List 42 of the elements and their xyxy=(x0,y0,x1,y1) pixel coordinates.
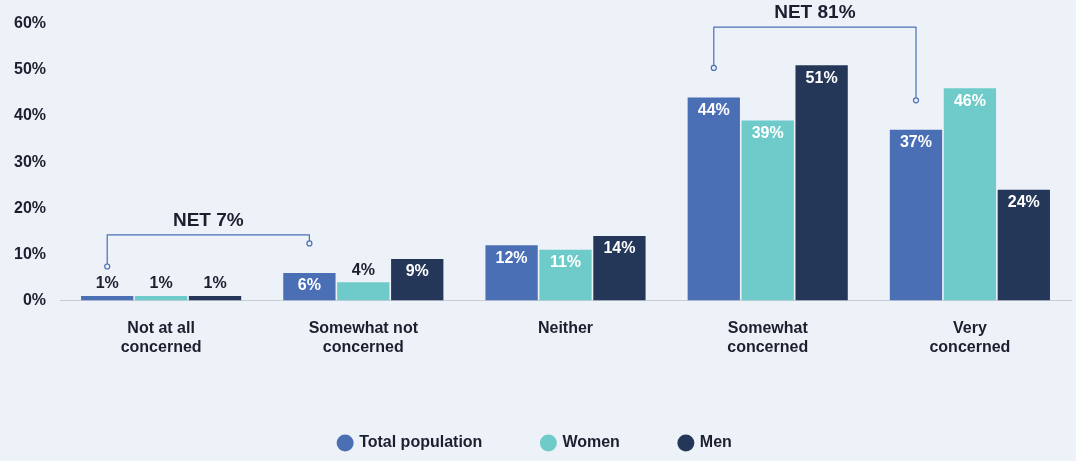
x-tick-label: Somewhat concerned xyxy=(727,318,809,355)
y-tick-label: 40% xyxy=(13,106,47,124)
x-tick-label: Somewhat not concerned xyxy=(308,318,419,355)
bar xyxy=(687,97,740,301)
data-label: 51% xyxy=(805,68,838,86)
data-label: 44% xyxy=(697,100,730,118)
bar xyxy=(889,129,943,301)
annotation: NET 7% xyxy=(172,208,244,230)
bar xyxy=(741,120,794,301)
data-label: 1% xyxy=(203,274,227,292)
data-label: 4% xyxy=(351,260,375,278)
bar xyxy=(485,245,538,301)
bar xyxy=(539,249,592,301)
data-label: 37% xyxy=(899,133,932,151)
legend-label: Men xyxy=(699,433,732,451)
data-label: 1% xyxy=(149,274,173,292)
data-label: 11% xyxy=(549,253,582,271)
legend-label: Women xyxy=(562,433,620,451)
data-label: 14% xyxy=(603,239,636,257)
y-tick-label: 50% xyxy=(13,60,47,78)
data-label: 12% xyxy=(495,248,528,266)
data-label: 9% xyxy=(405,262,429,280)
y-tick-label: 10% xyxy=(13,244,47,262)
legend-label: Total population xyxy=(359,433,483,451)
data-label: 24% xyxy=(1007,193,1040,211)
y-tick-label: 60% xyxy=(13,14,47,32)
bar xyxy=(997,189,1050,301)
bar xyxy=(337,282,390,301)
x-tick-label: Not at all concerned xyxy=(120,318,202,355)
text: NET 81% xyxy=(774,0,856,22)
bar xyxy=(943,88,997,301)
data-label: 39% xyxy=(751,123,784,141)
data-label: 1% xyxy=(95,274,119,292)
bar xyxy=(593,235,646,301)
y-tick-label: 20% xyxy=(13,198,47,216)
y-tick-label: 0% xyxy=(22,291,47,309)
x-tick-label: Neither xyxy=(537,318,594,336)
y-tick-label: 30% xyxy=(13,152,47,170)
bar xyxy=(795,65,848,301)
data-label: 6% xyxy=(297,276,321,294)
data-label: 46% xyxy=(953,91,986,109)
x-tick-label: Very concerned xyxy=(929,318,1011,355)
